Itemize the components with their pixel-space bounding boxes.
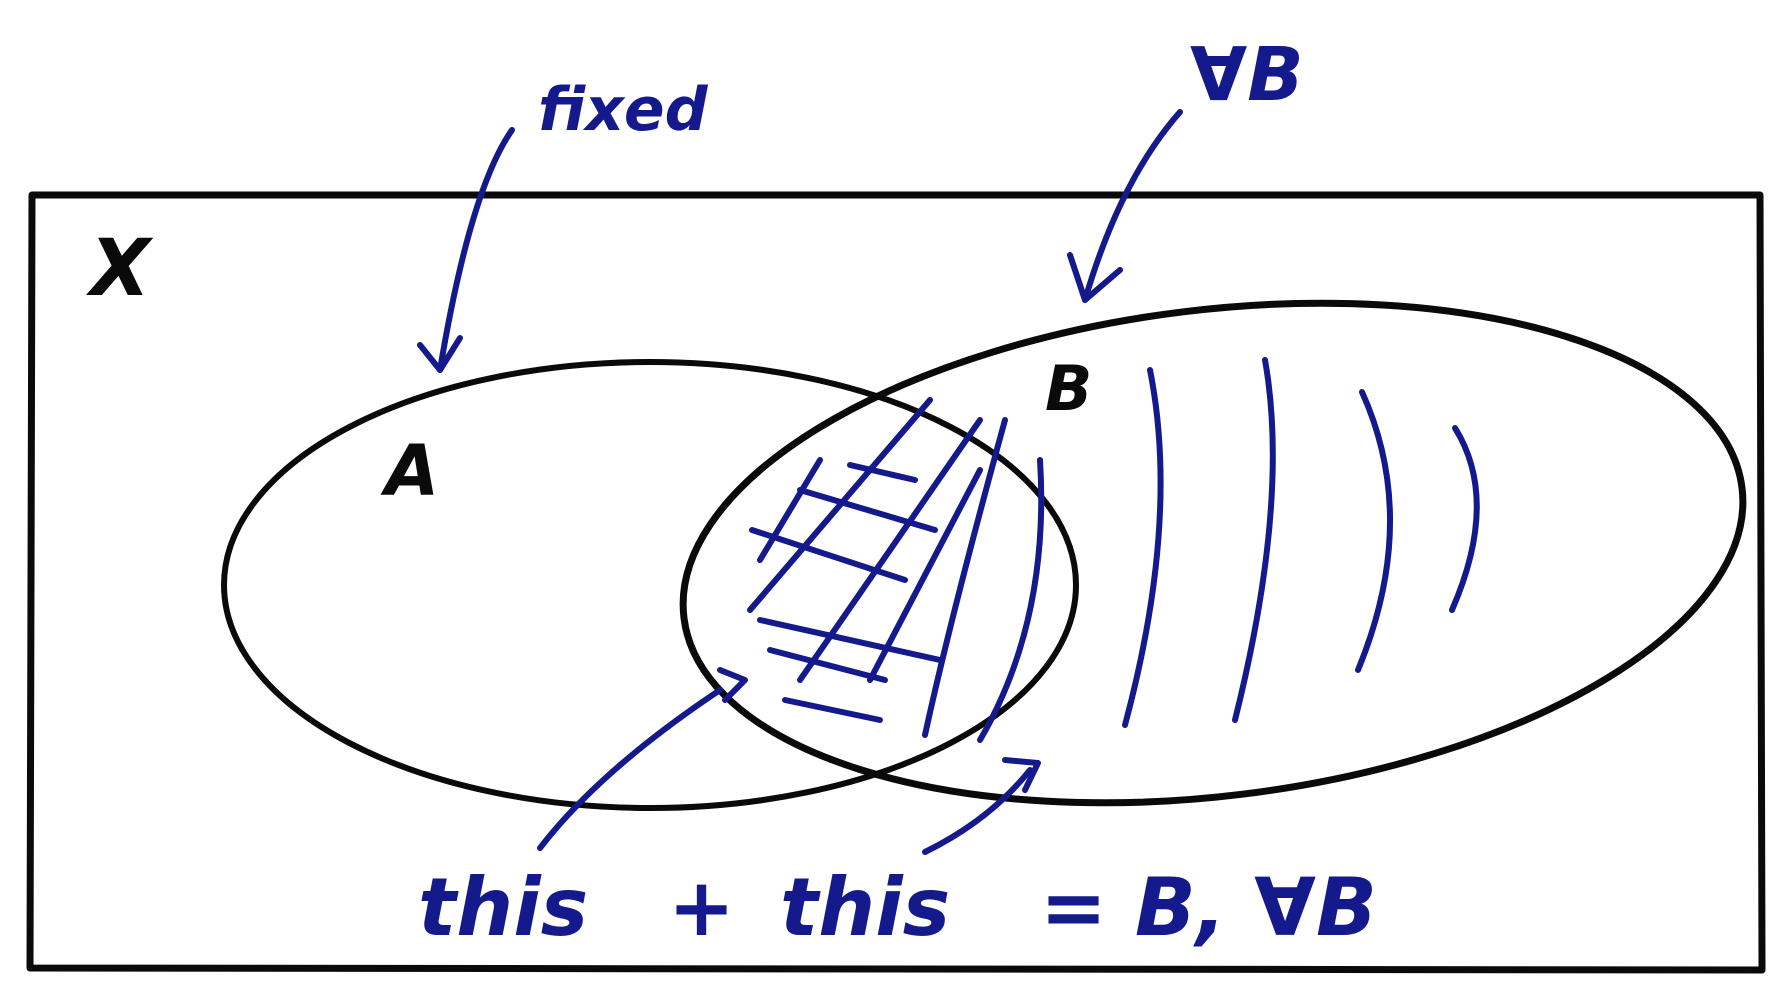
label-set-b: B <box>1045 352 1092 425</box>
hatch-line <box>922 417 1008 738</box>
hatch-line <box>1232 357 1276 723</box>
note-forall-b: ∀B <box>1190 32 1304 118</box>
set-b-ellipse <box>679 299 1747 807</box>
hatch-line <box>1122 367 1164 728</box>
arrow-forall-head <box>1067 252 1123 303</box>
hatch-line <box>867 467 983 683</box>
label-set-a: A <box>380 430 439 512</box>
note-fixed: fixed <box>538 75 709 145</box>
arrow-this1-head <box>717 667 748 703</box>
universe-rectangle <box>26 191 1766 974</box>
arrow-forall-shaft <box>1082 109 1183 303</box>
hatch-line <box>1355 389 1393 673</box>
hatch-line <box>747 397 933 613</box>
hatch-line <box>797 487 938 533</box>
hatch-line <box>782 697 883 723</box>
arrows <box>417 109 1183 855</box>
intersection-crosshatch <box>747 397 983 723</box>
b-minus-a-hatch <box>922 357 1480 743</box>
hatch-line <box>1449 425 1480 613</box>
hatch-line <box>977 457 1045 743</box>
caption-plus: + <box>668 861 735 954</box>
arrow-this1-shaft <box>537 687 723 851</box>
arrow-this2-shaft <box>922 767 1033 855</box>
hatch-line <box>749 527 908 583</box>
arrow-fixed-shaft <box>437 127 515 373</box>
hatch-line <box>847 462 918 483</box>
arrow-fixed-head <box>417 335 463 373</box>
arrow-this2-head <box>1002 757 1041 793</box>
hatch-line <box>767 647 888 683</box>
hatch-line <box>757 617 943 663</box>
label-universe-x: X <box>86 224 154 314</box>
hatch-line <box>757 457 823 563</box>
caption-equals-b-forall-b: = B, ∀B <box>1040 861 1377 954</box>
set-a-ellipse <box>221 359 1079 811</box>
caption-this-left: this <box>418 861 588 954</box>
caption-this-right: this <box>780 861 950 954</box>
